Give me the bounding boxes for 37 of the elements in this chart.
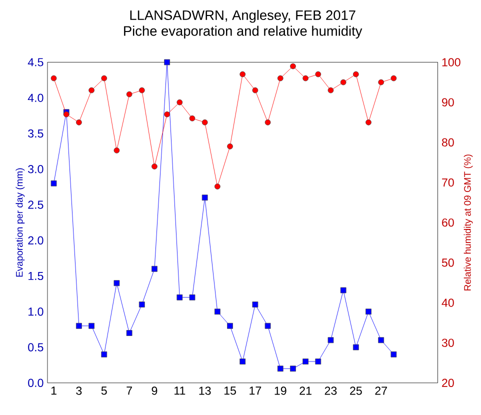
y-tick-label: 0.5 [28, 343, 44, 352]
y-tick-label: 4.0 [28, 94, 44, 102]
chart-subtitle: Piche evaporation and relative humidity [124, 26, 362, 39]
y-tick-label: 1.5 [28, 272, 44, 280]
y2-tick-label: 30 [442, 338, 454, 348]
y-tick-label: 2.0 [28, 236, 44, 245]
y2-tick-label: 20 [442, 379, 454, 388]
y2-tick-label: 50 [442, 258, 454, 267]
x-tick-label: 7 [126, 386, 132, 395]
x-tick-label: 25 [350, 386, 362, 396]
y-tick-label: 3.5 [28, 130, 44, 138]
x-tick-label: 21 [300, 386, 312, 395]
y-tick-label: 0.0 [28, 379, 44, 388]
x-tick-label: 15 [224, 386, 236, 395]
chart-title: LLANSADWRN, Anglesey, FEB 2017 [130, 10, 356, 23]
y2-axis-title: Relative humidity at 09 GMT (%) [464, 154, 473, 291]
y2-tick-label: 100 [442, 58, 460, 67]
y2-tick-label: 90 [442, 98, 454, 107]
y-tick-label: 4.5 [28, 58, 44, 67]
y2-tick-label: 60 [442, 218, 454, 227]
x-tick-label: 13 [199, 386, 211, 396]
y-tick-label: 2.5 [28, 200, 44, 210]
x-tick-label: 23 [324, 386, 337, 396]
x-tick-label: 5 [101, 386, 107, 395]
x-tick-label: 1 [51, 386, 56, 395]
y2-tick-label: 70 [442, 178, 454, 187]
x-tick-label: 27 [375, 386, 387, 395]
x-tick-label: 9 [152, 386, 158, 396]
x-tick-label: 11 [174, 386, 186, 395]
y-tick-label: 1.0 [28, 308, 44, 316]
y-axis-title: Evaporation per day (mm) [16, 168, 25, 277]
x-tick-label: 3 [76, 386, 82, 396]
y2-tick-label: 40 [442, 298, 454, 308]
y2-tick-label: 80 [442, 138, 454, 147]
x-tick-label: 19 [274, 386, 286, 396]
x-tick-label: 17 [250, 386, 262, 395]
y-tick-label: 3.0 [28, 165, 44, 174]
